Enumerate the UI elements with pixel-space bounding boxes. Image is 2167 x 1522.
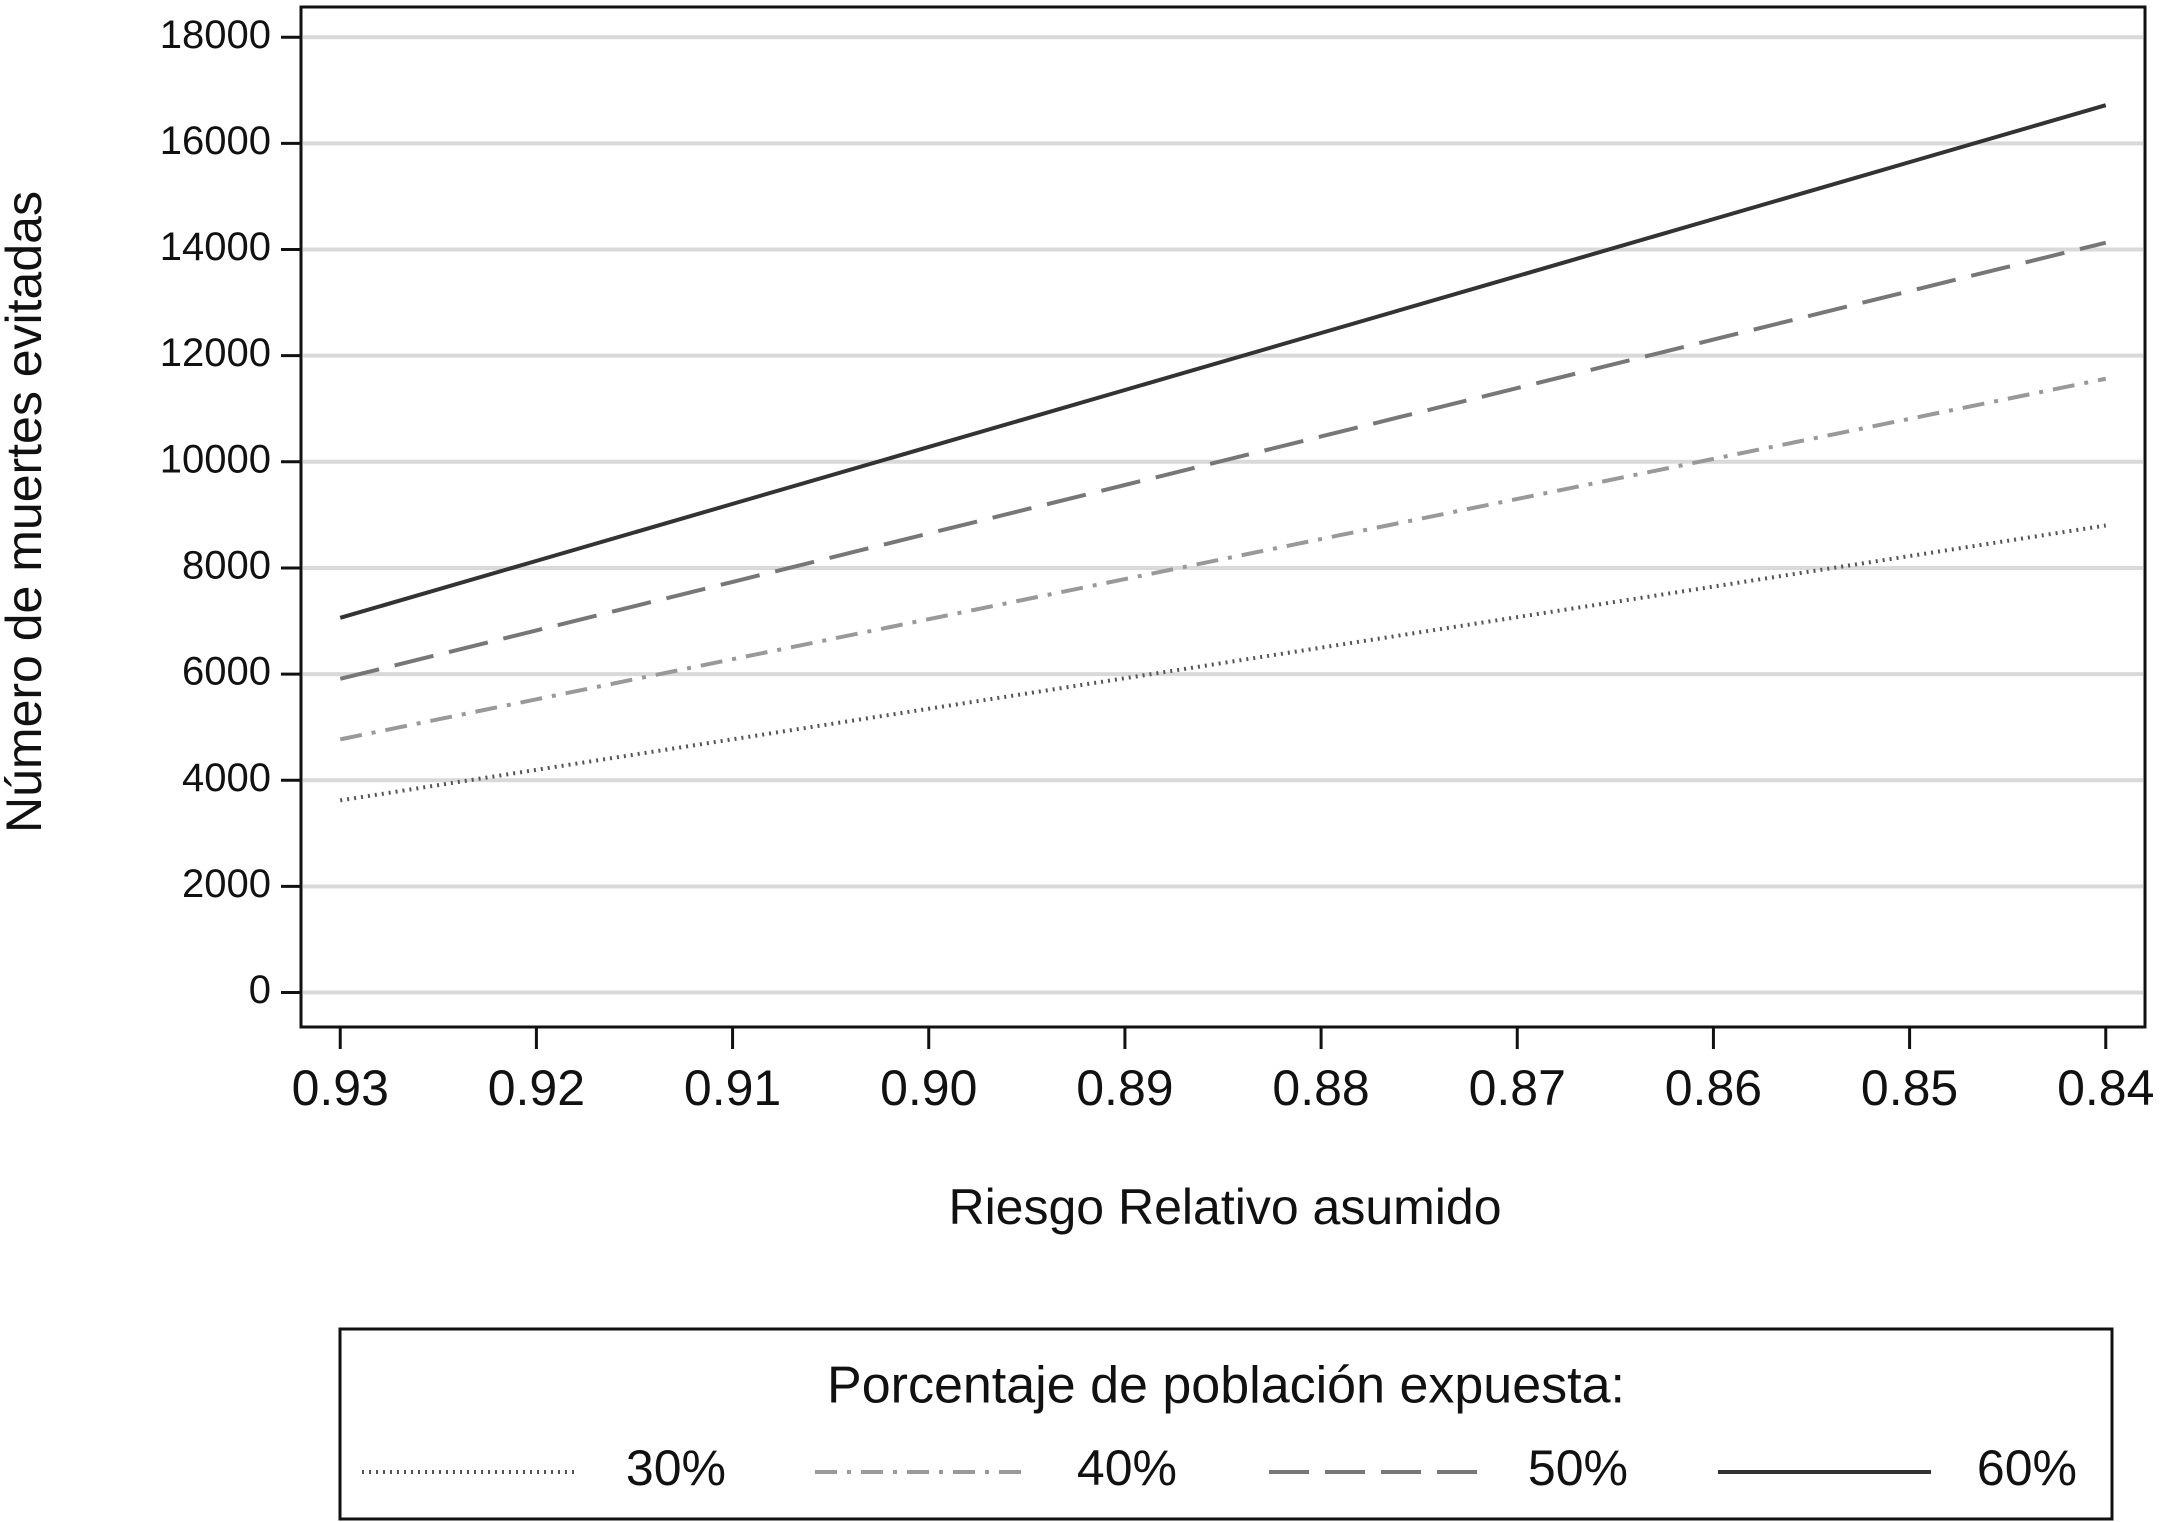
y-tick-label: 4000 bbox=[182, 756, 271, 800]
x-axis-title: Riesgo Relativo asumido bbox=[948, 1179, 1501, 1235]
x-tick-label: 0.86 bbox=[1665, 1060, 1762, 1116]
x-tick-label: 0.87 bbox=[1469, 1060, 1566, 1116]
line-series bbox=[339, 376, 2107, 742]
y-axis-title: Número de muertes evitadas bbox=[0, 191, 52, 833]
y-tick-label: 10000 bbox=[160, 437, 271, 481]
y-tick-label: 6000 bbox=[182, 650, 271, 694]
line-series bbox=[339, 240, 2107, 681]
legend-label: 40% bbox=[1077, 1440, 1177, 1496]
x-tick-label: 0.89 bbox=[1076, 1060, 1173, 1116]
x-tick-label: 0.92 bbox=[488, 1060, 585, 1116]
x-tick-label: 0.93 bbox=[292, 1060, 389, 1116]
y-tick-label: 0 bbox=[249, 968, 271, 1012]
plot-frame bbox=[299, 5, 2147, 1029]
x-tick-label: 0.88 bbox=[1272, 1060, 1369, 1116]
legend-label: 50% bbox=[1528, 1440, 1628, 1496]
legend-frame bbox=[338, 1327, 2114, 1521]
y-tick-label: 12000 bbox=[160, 331, 271, 375]
line-series bbox=[339, 103, 2107, 620]
y-tick-label: 8000 bbox=[182, 544, 271, 588]
legend-title: Porcentaje de población expuesta: bbox=[827, 1357, 1625, 1415]
y-tick-label: 16000 bbox=[160, 119, 271, 163]
y-tick-label: 14000 bbox=[160, 225, 271, 269]
y-tick-label: 2000 bbox=[182, 862, 271, 906]
legend-label: 30% bbox=[626, 1440, 726, 1496]
x-tick-label: 0.90 bbox=[880, 1060, 977, 1116]
legend-label: 60% bbox=[1977, 1440, 2077, 1496]
x-tick-label: 0.84 bbox=[2057, 1060, 2154, 1116]
x-tick-label: 0.85 bbox=[1861, 1060, 1958, 1116]
y-tick-label: 18000 bbox=[160, 13, 271, 57]
x-tick-label: 0.91 bbox=[684, 1060, 781, 1116]
